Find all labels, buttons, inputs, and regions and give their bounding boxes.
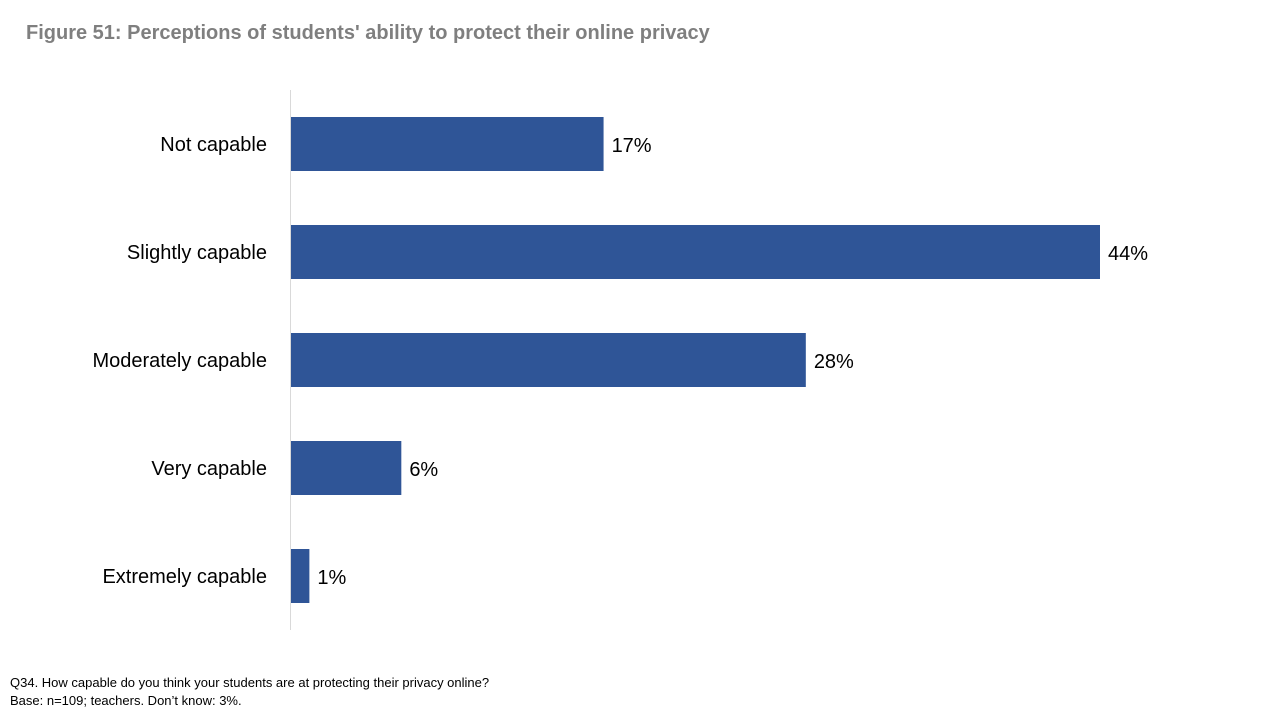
bar <box>291 441 402 495</box>
bar <box>291 225 1100 279</box>
data-label: 44% <box>1108 243 1148 265</box>
bar <box>291 333 806 387</box>
chart-title: Figure 51: Perceptions of students' abil… <box>26 22 710 44</box>
category-label: Not capable <box>160 134 267 156</box>
data-label: 1% <box>317 567 346 589</box>
data-label: 28% <box>814 351 854 373</box>
category-label: Moderately capable <box>92 350 267 372</box>
category-label: Very capable <box>151 458 267 480</box>
footnote: Q34. How capable do you think your stude… <box>10 674 489 710</box>
category-label: Slightly capable <box>127 242 267 264</box>
category-label: Extremely capable <box>102 566 267 588</box>
footnote-base: Base: n=109; teachers. Don’t know: 3%. <box>10 693 242 708</box>
data-label: 17% <box>612 135 652 157</box>
bars-layer: Not capable 17% Slightly capable 44% Moderat… <box>92 117 1148 603</box>
bar <box>291 549 310 603</box>
footnote-question: Q34. How capable do you think your stude… <box>10 675 490 690</box>
data-label: 6% <box>409 459 438 481</box>
bar <box>291 117 604 171</box>
